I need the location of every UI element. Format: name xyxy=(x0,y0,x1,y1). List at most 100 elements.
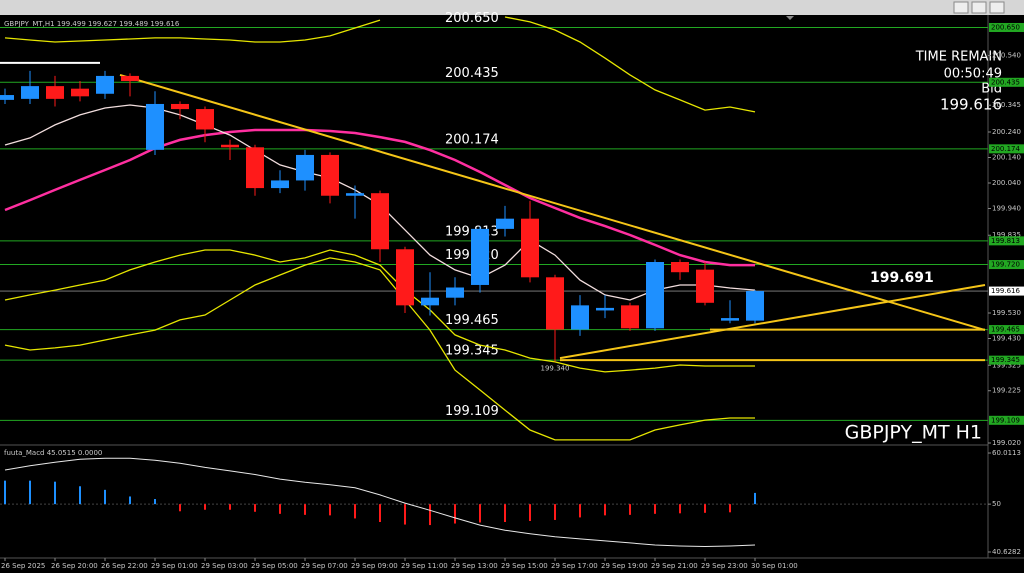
candle-body xyxy=(346,193,364,196)
level-label: 199.345 xyxy=(445,344,499,359)
x-tick-label: 26 Sep 20:00 xyxy=(51,562,98,570)
level-axis-label: 199.720 xyxy=(991,261,1020,269)
candle-body xyxy=(721,318,739,321)
y-tick-label: 199.530 xyxy=(992,309,1021,317)
candle-body xyxy=(121,75,139,82)
x-tick-label: 29 Sep 23:00 xyxy=(701,562,748,570)
level-axis-box xyxy=(989,77,1024,87)
candle-body xyxy=(371,193,389,250)
y-tick-label: 200.040 xyxy=(992,179,1021,187)
indicator-line xyxy=(4,16,756,113)
candle-body xyxy=(571,305,589,330)
macd-y-tick-label: 40.6282 xyxy=(992,548,1021,556)
level-label: 200.174 xyxy=(445,132,499,147)
indicator-line xyxy=(4,249,755,373)
y-tick-label: 200.345 xyxy=(992,101,1021,109)
bid-axis-label: 199.616 xyxy=(991,287,1020,295)
x-tick-label: 29 Sep 05:00 xyxy=(251,562,298,570)
level-axis-label: 199.465 xyxy=(991,326,1020,334)
level-axis-box xyxy=(989,144,1024,154)
level-axis-label: 199.109 xyxy=(991,416,1020,424)
candle-body xyxy=(521,218,539,278)
level-label: 200.435 xyxy=(445,66,499,81)
candle-body xyxy=(21,86,39,99)
y-tick-label: 199.430 xyxy=(992,334,1021,342)
price-annotation: 199.691 xyxy=(870,270,934,286)
trendline xyxy=(559,283,986,360)
x-tick-label: 29 Sep 19:00 xyxy=(601,562,648,570)
x-tick-label: 29 Sep 09:00 xyxy=(351,562,398,570)
level-axis-box xyxy=(989,325,1024,335)
candle-body xyxy=(171,103,189,110)
watermark: GBPJPY_MT H1 xyxy=(845,422,982,444)
level-axis-box xyxy=(989,355,1024,365)
candle-body xyxy=(596,307,614,311)
candle-body xyxy=(646,262,664,329)
candle-body xyxy=(46,86,64,99)
candle-body xyxy=(71,88,89,97)
y-tick-label: 199.020 xyxy=(992,439,1021,447)
level-axis-label: 199.813 xyxy=(991,237,1020,245)
x-tick-label: 26 Sep 22:00 xyxy=(101,562,148,570)
level-axis-label: 199.345 xyxy=(991,356,1020,364)
maximize-button[interactable] xyxy=(971,1,987,14)
minimize-button[interactable] xyxy=(953,1,969,14)
candle-body xyxy=(246,147,264,189)
macd-y-tick-label: 50 xyxy=(992,500,1001,508)
x-tick-label: 26 Sep 2025 xyxy=(1,562,45,570)
y-tick-label: 199.940 xyxy=(992,204,1021,212)
indicator-line xyxy=(4,257,755,441)
level-label: 199.465 xyxy=(445,313,499,328)
level-axis-box xyxy=(989,415,1024,425)
y-tick-label: 200.140 xyxy=(992,153,1021,161)
level-axis-box xyxy=(989,260,1024,270)
candle-body xyxy=(746,291,764,321)
y-tick-label: 199.835 xyxy=(992,231,1021,239)
level-axis-box xyxy=(989,236,1024,246)
y-tick-label: 200.540 xyxy=(992,52,1021,60)
indicator-line xyxy=(4,128,755,267)
level-label: 199.109 xyxy=(445,404,499,419)
candle-body xyxy=(146,103,164,150)
candle-body xyxy=(396,249,414,306)
window-bar xyxy=(0,0,1024,15)
x-tick-label: 29 Sep 21:00 xyxy=(651,562,698,570)
candle-body xyxy=(671,262,689,273)
x-tick-label: 29 Sep 11:00 xyxy=(401,562,448,570)
bid-value: 199.616 xyxy=(940,96,1002,114)
x-tick-label: 30 Sep 01:00 xyxy=(751,562,798,570)
close-button[interactable] xyxy=(989,1,1005,14)
y-tick-label: 200.240 xyxy=(992,128,1021,136)
x-tick-label: 29 Sep 13:00 xyxy=(451,562,498,570)
macd-y-tick-label: 60.0113 xyxy=(992,449,1021,457)
time-remain-label: TIME REMAIN xyxy=(915,50,1002,65)
x-tick-label: 29 Sep 07:00 xyxy=(301,562,348,570)
y-tick-label: 199.225 xyxy=(992,387,1021,395)
x-tick-label: 29 Sep 15:00 xyxy=(501,562,548,570)
chart-title: GBPJPY_MT,H1 199.499 199.627 199.489 199… xyxy=(4,20,180,28)
candle-body xyxy=(471,228,489,285)
level-axis-label: 200.435 xyxy=(991,78,1020,86)
macd-signal-line xyxy=(4,457,756,548)
candle-body xyxy=(196,109,214,130)
y-tick-label: 199.325 xyxy=(992,361,1021,369)
candle-body xyxy=(321,154,339,196)
x-tick-label: 29 Sep 03:00 xyxy=(201,562,248,570)
candle-body xyxy=(96,75,114,94)
x-tick-label: 29 Sep 01:00 xyxy=(151,562,198,570)
macd-title: fuuta_Macd 45.0515 0.0000 xyxy=(4,449,102,457)
candle-body xyxy=(296,154,314,181)
level-axis-label: 200.650 xyxy=(991,23,1020,31)
candle-body xyxy=(621,305,639,329)
time-remain-value: 00:50:49 xyxy=(944,67,1002,82)
trendline xyxy=(119,73,986,332)
candle-body xyxy=(221,144,239,148)
level-axis-label: 200.174 xyxy=(991,145,1020,153)
candle-body xyxy=(496,218,514,229)
candle-body xyxy=(271,180,289,189)
candle-body xyxy=(696,269,714,303)
x-tick-label: 29 Sep 17:00 xyxy=(551,562,598,570)
level-axis-box xyxy=(989,22,1024,32)
